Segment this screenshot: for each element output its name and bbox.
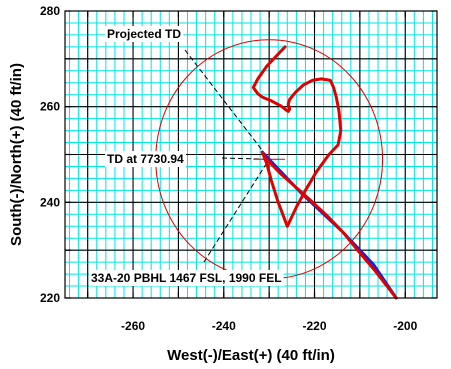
y-tick-label: 260 <box>40 100 60 114</box>
x-tick-label: -260 <box>121 319 145 333</box>
x-tick-label: -200 <box>393 319 417 333</box>
y-tick-label: 220 <box>40 291 60 305</box>
annotation-background <box>105 26 184 42</box>
annotation-background <box>89 270 284 286</box>
y-tick-label: 240 <box>40 195 60 209</box>
y-axis-title: South(-)/North(+) (40 ft/in) <box>8 63 25 246</box>
y-tick-label: 280 <box>40 4 60 18</box>
leader-line <box>184 49 270 160</box>
y-tick-labels: 220 240 260 280 <box>40 4 60 305</box>
annotation-leaders <box>184 49 270 263</box>
x-axis-title: West(-)/East(+) (40 ft/in) <box>167 347 335 364</box>
x-tick-label: -240 <box>212 319 236 333</box>
x-tick-labels: -260 -240 -220 -200 <box>121 319 418 333</box>
annotation-background <box>105 151 187 167</box>
annotation-pbhl: 33A-20 PBHL 1467 FSL, 1990 FEL <box>91 271 282 285</box>
annotation-td-depth: TD at 7730.94 <box>107 152 184 166</box>
x-tick-label: -220 <box>302 319 326 333</box>
actual-path <box>251 45 398 300</box>
leader-line <box>203 159 270 263</box>
annotation-projected-td: Projected TD <box>107 27 181 41</box>
tick-marks <box>65 10 437 299</box>
